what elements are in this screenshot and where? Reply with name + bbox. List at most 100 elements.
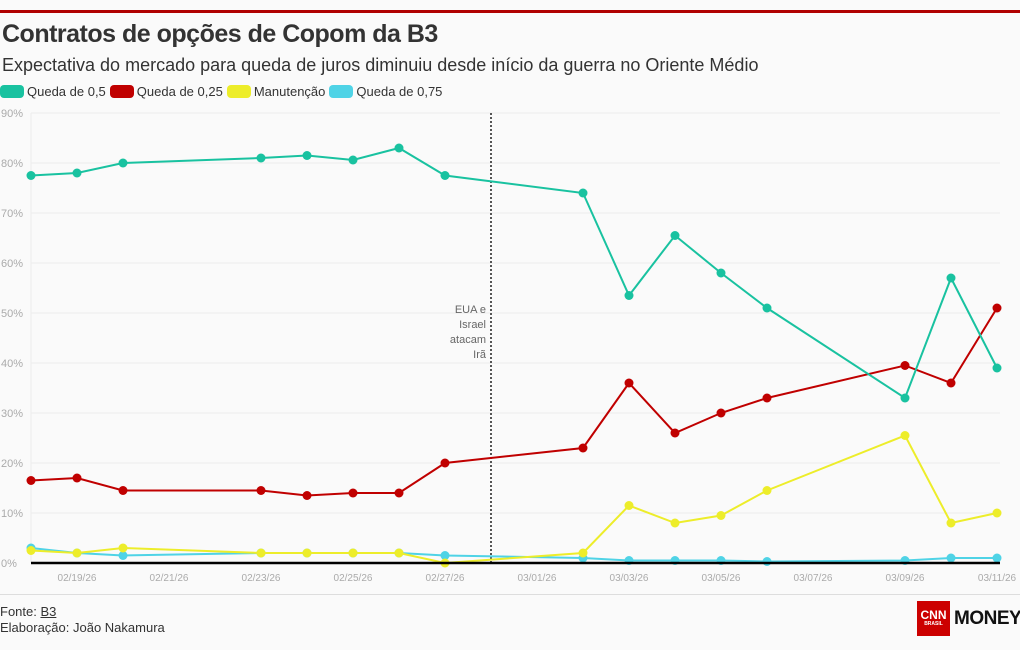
data-point <box>302 491 312 500</box>
data-point <box>762 393 772 403</box>
source-label: Fonte: <box>0 604 41 619</box>
data-point <box>762 303 772 313</box>
legend-label: Queda de 0,25 <box>136 84 223 99</box>
data-point <box>72 168 82 178</box>
data-point <box>716 408 726 418</box>
legend-item[interactable]: Manutenção <box>226 84 326 99</box>
x-tick-label: 02/27/26 <box>426 573 465 584</box>
y-tick-label: 20% <box>1 458 23 470</box>
y-tick-label: 10% <box>1 508 23 520</box>
data-point <box>256 486 266 495</box>
series-line <box>30 146 998 400</box>
data-point <box>670 518 680 528</box>
data-point <box>716 268 726 278</box>
data-point <box>394 548 404 558</box>
x-tick-label: 03/07/26 <box>794 573 833 584</box>
x-tick-label: 03/09/26 <box>886 573 925 584</box>
data-point <box>26 546 36 555</box>
data-point <box>118 551 128 560</box>
annotation-text: Israel <box>459 319 486 331</box>
data-point <box>348 488 358 498</box>
y-tick-label: 40% <box>1 358 23 370</box>
data-point <box>302 151 312 160</box>
data-point <box>394 143 404 153</box>
legend-swatch <box>226 85 251 98</box>
x-tick-label: 02/23/26 <box>242 573 281 584</box>
data-point <box>900 393 910 403</box>
data-point <box>992 553 1002 563</box>
data-point <box>394 488 404 498</box>
data-point <box>348 548 358 558</box>
legend-swatch <box>109 85 134 98</box>
x-tick-label: 03/11/26 <box>978 573 1017 584</box>
y-tick-label: 60% <box>1 258 23 270</box>
data-point <box>624 291 634 300</box>
y-tick-label: 0% <box>1 558 17 570</box>
legend-item[interactable]: Queda de 0,25 <box>109 84 223 99</box>
y-tick-label: 50% <box>1 308 23 320</box>
data-point <box>946 273 956 283</box>
legend-label: Queda de 0,75 <box>356 84 443 99</box>
x-tick-label: 03/05/26 <box>702 573 741 584</box>
series-line <box>30 434 998 565</box>
y-tick-label: 90% <box>1 108 23 120</box>
credit: Elaboração: João Nakamura <box>0 620 165 635</box>
legend-swatch <box>0 85 24 98</box>
legend-swatch <box>329 85 354 98</box>
cnn-money-logo: CNN BRASIL MONEY <box>917 601 1020 636</box>
series-line <box>30 547 997 563</box>
x-tick-label: 02/25/26 <box>334 573 373 584</box>
x-tick-label: 03/01/26 <box>518 573 557 584</box>
data-point <box>670 231 680 240</box>
y-tick-label: 70% <box>1 208 23 220</box>
y-tick-label: 30% <box>1 408 23 420</box>
data-point <box>72 548 82 558</box>
data-point <box>716 511 726 520</box>
data-point <box>578 443 588 453</box>
money-wordmark: MONEY <box>954 607 1020 629</box>
data-point <box>762 486 772 495</box>
data-point <box>900 431 910 440</box>
data-point <box>946 553 956 563</box>
legend-label: Manutenção <box>253 84 326 99</box>
data-point <box>440 458 450 468</box>
data-point <box>578 188 588 198</box>
annotation-text: atacam <box>450 334 486 346</box>
x-tick-label: 02/21/26 <box>150 573 189 584</box>
data-point <box>900 361 910 370</box>
data-point <box>118 158 128 168</box>
data-point <box>256 548 266 558</box>
y-tick-label: 80% <box>1 158 23 170</box>
line-chart: 0% 10% 20% 30% 40% 50% 60% 70% 80% 90% 02/19/26 02/… <box>1 108 1017 584</box>
legend-item[interactable]: Queda de 0,75 <box>329 84 442 99</box>
data-point <box>578 548 588 558</box>
footer: Fonte: B3 Elaboração: João Nakamura <box>0 604 165 636</box>
legend-item[interactable]: Queda de 0,5 <box>0 84 106 99</box>
legend-label: Queda de 0,5 <box>27 84 106 99</box>
chart-subtitle: Expectativa do mercado para queda de jur… <box>2 55 759 75</box>
data-point <box>72 473 82 483</box>
data-point <box>946 518 956 528</box>
legend: Queda de 0,5 Queda de 0,25 Manutenção Queda… <box>0 84 446 99</box>
data-point <box>670 428 680 438</box>
chart-title: Contratos de opções de Copom da B3 <box>2 20 438 48</box>
annotation-text: EUA e <box>455 304 486 316</box>
data-point <box>26 171 36 180</box>
series-line <box>30 307 998 497</box>
data-point <box>992 363 1002 373</box>
data-point <box>762 557 772 566</box>
top-accent-bar <box>0 10 1020 13</box>
data-point <box>256 153 266 163</box>
data-point <box>946 378 956 388</box>
data-point <box>440 171 450 180</box>
data-point <box>440 551 450 560</box>
data-point <box>302 548 312 558</box>
data-point <box>992 303 1002 313</box>
data-point <box>624 501 634 510</box>
x-tick-label: 02/19/26 <box>58 573 97 584</box>
data-point <box>348 155 358 165</box>
data-point <box>624 378 634 388</box>
source-link[interactable]: B3 <box>40 604 57 619</box>
data-point <box>118 486 128 495</box>
